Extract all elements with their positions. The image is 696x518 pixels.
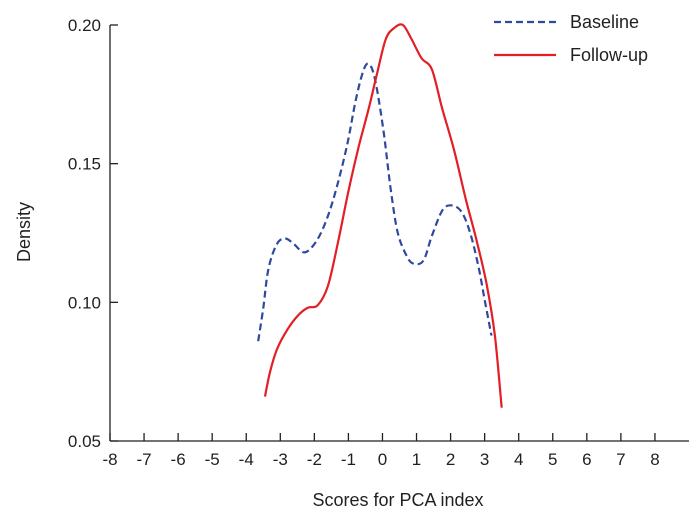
x-tick-label: 7 <box>616 450 625 469</box>
x-tick-label: 1 <box>412 450 421 469</box>
x-tick-label: 5 <box>548 450 557 469</box>
x-tick-label: -2 <box>307 450 322 469</box>
x-tick-label: -5 <box>205 450 220 469</box>
x-axis-title: Scores for PCA index <box>312 490 483 510</box>
x-tick-label: -1 <box>341 450 356 469</box>
y-tick-label: 0.15 <box>68 155 101 174</box>
x-tick-label: 2 <box>446 450 455 469</box>
axes <box>109 25 689 442</box>
x-ticks: -8 -7 -6 -5 -4 -3 -2 -1 0 1 2 3 4 5 6 7 8 <box>102 433 660 469</box>
x-tick-label: -8 <box>102 450 117 469</box>
x-tick-label: 4 <box>514 450 523 469</box>
x-tick-label: 6 <box>582 450 591 469</box>
legend-label-follow-up: Follow-up <box>570 45 648 65</box>
series-line-follow-up <box>263 23 503 408</box>
x-tick-label: 3 <box>480 450 489 469</box>
series-lines <box>257 23 503 408</box>
y-ticks: 0.05 0.10 0.15 0.20 <box>68 16 118 451</box>
y-tick-label: 0.20 <box>68 16 101 35</box>
y-tick-label: 0.05 <box>68 432 101 451</box>
series-line-baseline <box>257 62 493 342</box>
x-tick-label: -7 <box>136 450 151 469</box>
legend-label-baseline: Baseline <box>570 12 639 32</box>
x-tick-label: -4 <box>239 450 254 469</box>
x-tick-label: -6 <box>171 450 186 469</box>
y-tick-label: 0.10 <box>68 293 101 312</box>
legend: Baseline Follow-up <box>494 12 648 65</box>
x-tick-label: 8 <box>650 450 659 469</box>
x-tick-label: -3 <box>273 450 288 469</box>
y-axis-title: Density <box>14 202 34 262</box>
x-tick-label: 0 <box>378 450 387 469</box>
